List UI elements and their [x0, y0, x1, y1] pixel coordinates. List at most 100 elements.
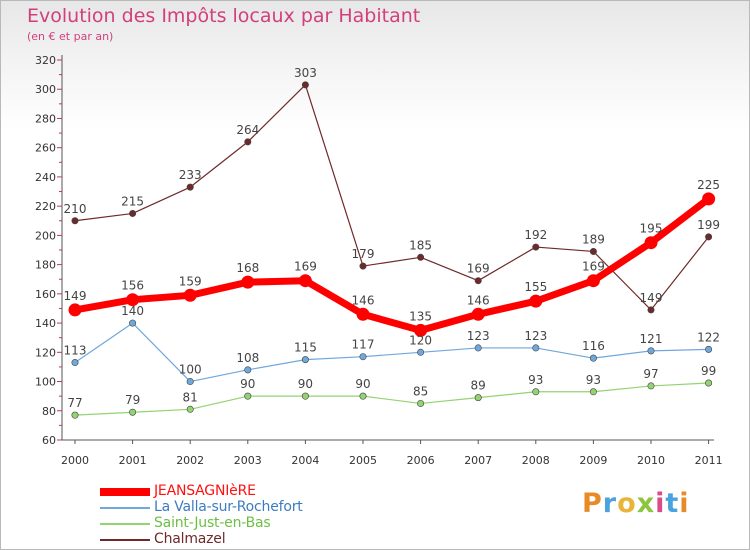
data-point	[186, 183, 194, 191]
data-point	[647, 347, 655, 355]
data-label: 149	[640, 291, 663, 305]
data-point	[129, 209, 137, 217]
data-point	[702, 192, 716, 206]
data-point	[71, 217, 79, 225]
y-tick-label: 320	[35, 54, 56, 67]
data-label: 85	[413, 384, 428, 398]
x-tick-label: 2011	[695, 454, 723, 467]
data-point	[532, 243, 540, 251]
x-tick-label: 2004	[291, 454, 319, 467]
data-point	[359, 392, 367, 400]
data-label: 189	[582, 232, 605, 246]
data-point	[301, 81, 309, 89]
data-label: 79	[125, 393, 140, 407]
data-label: 81	[183, 390, 198, 404]
data-point	[71, 411, 79, 419]
data-label: 77	[67, 396, 82, 410]
data-label: 233	[179, 168, 202, 182]
legend-label: Chalmazel	[154, 531, 226, 547]
data-point	[705, 345, 713, 353]
data-label: 303	[294, 66, 317, 80]
data-label: 210	[64, 202, 87, 216]
data-label: 121	[640, 332, 663, 346]
data-point	[244, 138, 252, 146]
data-point	[359, 262, 367, 270]
data-label: 179	[352, 247, 375, 261]
legend-swatch	[100, 488, 150, 496]
data-point	[647, 382, 655, 390]
legend-item: Saint-Just-en-Bas	[100, 515, 400, 532]
data-point	[68, 303, 82, 317]
data-point	[359, 353, 367, 361]
data-point	[647, 306, 655, 314]
data-point	[186, 405, 194, 413]
data-point	[589, 354, 597, 362]
data-label: 149	[64, 289, 87, 303]
data-label: 120	[409, 333, 432, 347]
series-line-3	[74, 84, 710, 311]
data-point	[471, 307, 485, 321]
data-point	[417, 399, 425, 407]
data-label: 108	[236, 351, 259, 365]
data-label: 116	[582, 339, 605, 353]
x-tick-label: 2000	[61, 454, 89, 467]
data-label: 90	[298, 377, 313, 391]
data-label: 169	[582, 260, 605, 274]
x-tick-label: 2010	[637, 454, 665, 467]
data-label: 97	[643, 367, 658, 381]
data-point	[532, 388, 540, 396]
data-point	[474, 394, 482, 402]
x-tick-label: 2008	[522, 454, 550, 467]
data-label: 264	[236, 123, 259, 137]
data-label: 90	[355, 377, 370, 391]
x-tick-label: 2002	[176, 454, 204, 467]
x-tick-label: 2009	[579, 454, 607, 467]
data-label: 168	[236, 261, 259, 275]
data-label: 215	[121, 194, 144, 208]
x-tick-label: 2006	[407, 454, 435, 467]
legend-label: La Valla-sur-Rochefort	[154, 499, 303, 515]
data-label: 159	[179, 274, 202, 288]
data-label: 99	[701, 364, 716, 378]
y-tick-label: 260	[35, 142, 56, 155]
legend: JEANSAGNIèRE La Valla-sur-Rochefort Saint-…	[100, 483, 400, 548]
data-point	[301, 356, 309, 364]
data-label: 100	[179, 363, 202, 377]
data-point	[241, 275, 255, 289]
data-label: 169	[467, 262, 490, 276]
legend-label: Saint-Just-en-Bas	[154, 515, 271, 531]
data-label: 155	[524, 280, 547, 294]
data-point	[129, 319, 137, 327]
data-point	[301, 392, 309, 400]
data-point	[417, 348, 425, 356]
series-lines	[68, 81, 716, 419]
data-point	[589, 388, 597, 396]
y-tick-label: 280	[35, 112, 56, 125]
data-point	[644, 236, 658, 250]
y-tick-label: 180	[35, 259, 56, 272]
data-label: 117	[352, 338, 375, 352]
y-tick-label: 200	[35, 229, 56, 242]
legend-swatch	[100, 523, 150, 525]
data-label: 93	[528, 373, 543, 387]
brand-logo: Proxiti	[582, 488, 690, 519]
data-label: 90	[240, 377, 255, 391]
legend-swatch	[100, 539, 150, 541]
data-label: 93	[586, 373, 601, 387]
x-tick-label: 2003	[234, 454, 262, 467]
data-point	[589, 247, 597, 255]
legend-label: JEANSAGNIèRE	[154, 483, 256, 499]
y-tick-label: 80	[42, 405, 56, 418]
data-label: 192	[524, 228, 547, 242]
data-labels: 149 156 159 168 169 146 135 146 155 169 195 225 113 1…	[64, 66, 721, 410]
y-tick-label: 160	[35, 288, 56, 301]
data-label: 156	[121, 279, 144, 293]
data-point	[586, 274, 600, 288]
data-point	[244, 366, 252, 374]
series-line-0	[71, 195, 713, 334]
data-point	[529, 294, 543, 308]
x-tick-label: 2007	[464, 454, 492, 467]
data-point	[356, 307, 370, 321]
